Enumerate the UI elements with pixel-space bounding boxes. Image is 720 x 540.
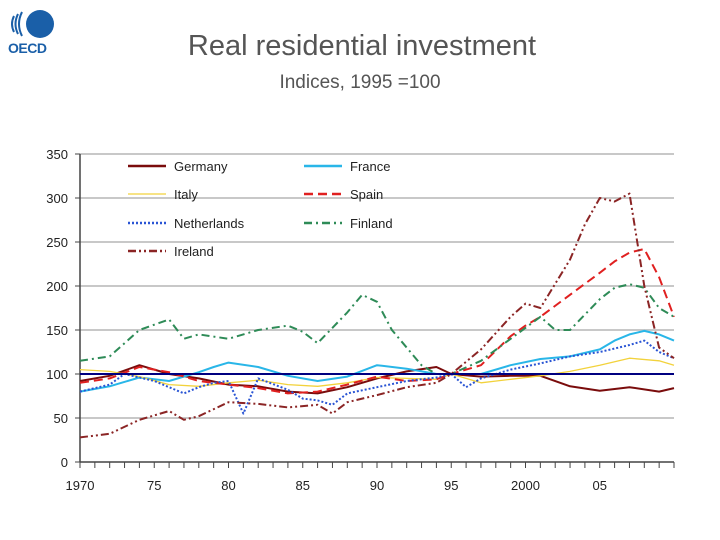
series-line-germany xyxy=(79,364,675,395)
y-tick-label: 250 xyxy=(46,235,68,250)
oecd-logo-mark xyxy=(11,10,54,38)
x-tick-label: 95 xyxy=(444,478,458,493)
series-line-spain xyxy=(79,248,675,395)
legend-label-ireland: Ireland xyxy=(174,244,214,259)
legend-label-netherlands: Netherlands xyxy=(174,216,245,231)
y-tick-label: 300 xyxy=(46,191,68,206)
x-tick-label: 05 xyxy=(593,478,607,493)
series-line-italy xyxy=(79,357,675,387)
x-tick-label: 90 xyxy=(370,478,384,493)
series-line-finland xyxy=(79,283,675,375)
y-tick-label: 100 xyxy=(46,367,68,382)
series-line-ireland xyxy=(79,192,675,439)
y-tick-label: 200 xyxy=(46,279,68,294)
legend-label-germany: Germany xyxy=(174,159,228,174)
legend-label-france: France xyxy=(350,159,390,174)
x-tick-label: 80 xyxy=(221,478,235,493)
x-tick-label: 2000 xyxy=(511,478,540,493)
x-tick-label: 1970 xyxy=(66,478,95,493)
y-tick-label: 50 xyxy=(54,411,68,426)
oecd-logo-text: OECD xyxy=(8,40,47,56)
oecd-logo: OECD xyxy=(8,8,58,60)
y-tick-label: 0 xyxy=(61,455,68,470)
chart-title: Real residential investment xyxy=(187,30,537,62)
legend-label-finland: Finland xyxy=(350,216,393,231)
legend-label-spain: Spain xyxy=(350,187,383,202)
x-tick-label: 85 xyxy=(296,478,310,493)
x-tick-label: 75 xyxy=(147,478,161,493)
legend-label-italy: Italy xyxy=(174,187,198,202)
y-tick-label: 150 xyxy=(46,323,68,338)
y-tick-label: 350 xyxy=(46,147,68,162)
chart-subtitle: Indices, 1995 =100 xyxy=(279,72,441,93)
series-line-france xyxy=(79,329,675,393)
